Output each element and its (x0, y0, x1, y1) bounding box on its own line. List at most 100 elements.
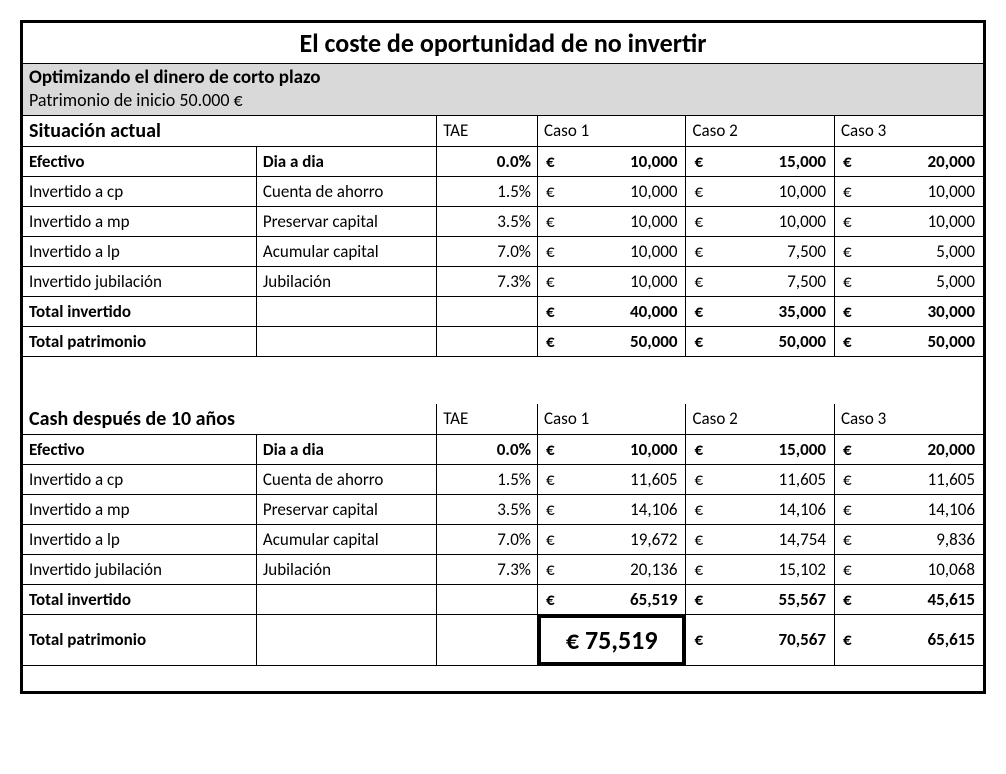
cell-value: €7,500 (686, 236, 835, 266)
row-category: Invertido jubilación (23, 554, 256, 584)
row-category: Efectivo (23, 434, 256, 464)
cell-value: €10,000 (686, 206, 835, 236)
col-case3-label: Caso 3 (834, 116, 983, 146)
cell-value: €15,102 (686, 554, 835, 584)
table-row: Invertido a mpPreservar capital3.5%€14,1… (23, 494, 983, 524)
table-row: EfectivoDia a dia0.0%€10,000€15,000€20,0… (23, 146, 983, 176)
footer-spacer (23, 665, 983, 691)
cell-case3: €65,615 (834, 614, 983, 665)
cell-value: €10,000 (537, 266, 686, 296)
subtitle-line-2: Patrimonio de inicio 50.000 € (29, 89, 977, 111)
cell-case1-highlight: € 75,519 (537, 614, 686, 665)
cell-value: €35,000 (686, 296, 835, 326)
table-row: Invertido a lpAcumular capital7.0%€19,67… (23, 524, 983, 554)
table-row: Total patrimonio€50,000€50,000€50,000 (23, 326, 983, 356)
cell-value: €20,000 (834, 434, 983, 464)
row-tae (437, 584, 538, 614)
subtitle-block: Optimizando el dinero de corto plazo Pat… (23, 64, 983, 116)
col-case3-label-2: Caso 3 (834, 404, 983, 434)
row-category: Total invertido (23, 296, 256, 326)
table-row: Total invertido €40,000€35,000€30,000 (23, 296, 983, 326)
cell-value: €10,000 (537, 434, 686, 464)
cell-value: €20,000 (834, 146, 983, 176)
row-tae: 7.0% (437, 236, 538, 266)
table-row: Invertido a cpCuenta de ahorro1.5%€10,00… (23, 176, 983, 206)
cell-value: €10,068 (834, 554, 983, 584)
row-tae: 0.0% (437, 434, 538, 464)
cell-case2: €55,567 (686, 584, 835, 614)
col-case1-label: Caso 1 (537, 116, 686, 146)
row-desc: Cuenta de ahorro (256, 176, 436, 206)
cell-value: €20,136 (537, 554, 686, 584)
col-case2-label: Caso 2 (686, 116, 835, 146)
table-row: Invertido a mpPreservar capital3.5% €10,0… (23, 206, 983, 236)
title: El coste de oportunidad de no invertir (23, 23, 983, 64)
row-category: Total patrimonio (23, 614, 256, 665)
cell-value: €50,000 (537, 326, 686, 356)
cell-value: €10,000 (537, 146, 686, 176)
cell-value: €40,000 (537, 296, 686, 326)
row-tae: 0.0% (437, 146, 538, 176)
row-desc: Acumular capital (256, 524, 436, 554)
row-tae (437, 296, 538, 326)
cell-value: €11,605 (686, 464, 835, 494)
row-desc: Dia a dia (256, 434, 436, 464)
table-row: Invertido jubilaciónJubilación7.3%€20,13… (23, 554, 983, 584)
row-tae: 7.3% (437, 554, 538, 584)
table-container: El coste de oportunidad de no invertir O… (20, 20, 986, 694)
row-tae: 1.5% (437, 176, 538, 206)
cell-value: €11,605 (834, 464, 983, 494)
row-tae: 1.5% (437, 464, 538, 494)
row-desc: Preservar capital (256, 206, 436, 236)
row-desc: Jubilación (256, 554, 436, 584)
cell-value: €50,000 (686, 326, 835, 356)
row-category: Invertido a mp (23, 494, 256, 524)
table-row: Invertido a cpCuenta de ahorro1.5%€11,60… (23, 464, 983, 494)
row-tae: 3.5% (437, 494, 538, 524)
cell-value: €5,000 (834, 236, 983, 266)
cell-value: €14,106 (537, 494, 686, 524)
cell-value: €10,000 (686, 176, 835, 206)
table-row: Total invertido €65,519 €55,567 €45,615 (23, 584, 983, 614)
section1-heading: Situación actual (23, 116, 437, 146)
cell-case3: €45,615 (834, 584, 983, 614)
section2-heading: Cash después de 10 años (23, 404, 437, 434)
row-category: Invertido a mp (23, 206, 256, 236)
cell-value: €30,000 (834, 296, 983, 326)
row-category: Invertido a lp (23, 236, 256, 266)
cell-value: €9,836 (834, 524, 983, 554)
row-tae: 7.3% (437, 266, 538, 296)
cell-value: €15,000 (686, 434, 835, 464)
section2-header-row: Cash después de 10 años TAE Caso 1 Caso … (23, 404, 983, 434)
table-row: Invertido jubilaciónJubilación7.3%€10,00… (23, 266, 983, 296)
cell-value: €11,605 (537, 464, 686, 494)
cell-value: €19,672 (537, 524, 686, 554)
row-tae (437, 614, 538, 665)
row-desc: Preservar capital (256, 494, 436, 524)
cell-value: €10,000 (537, 176, 686, 206)
row-tae: 3.5% (437, 206, 538, 236)
cell-value: €10,000 (834, 176, 983, 206)
row-category: Invertido a lp (23, 524, 256, 554)
row-tae: 7.0% (437, 524, 538, 554)
cell-value: €14,106 (686, 494, 835, 524)
table-row-final: Total patrimonio € 75,519 €70,567 €65,61… (23, 614, 983, 665)
cell-value: €10,000 (537, 236, 686, 266)
col-case1-label-2: Caso 1 (537, 404, 686, 434)
cell-value: €5,000 (834, 266, 983, 296)
row-desc: Cuenta de ahorro (256, 464, 436, 494)
cell-value: €15,000 (686, 146, 835, 176)
row-category: Invertido a cp (23, 176, 256, 206)
col-tae-label-2: TAE (437, 404, 538, 434)
row-category: Invertido a cp (23, 464, 256, 494)
highlight-value: € 75,519 (538, 615, 686, 665)
col-case2-label-2: Caso 2 (686, 404, 835, 434)
cell-case2: €70,567 (686, 614, 835, 665)
cell-case1: €65,519 (537, 584, 686, 614)
table-row: EfectivoDia a dia0.0%€10,000€15,000€20,0… (23, 434, 983, 464)
row-desc: Jubilación (256, 266, 436, 296)
row-desc (256, 584, 436, 614)
spacer-row (23, 356, 983, 404)
row-category: Efectivo (23, 146, 256, 176)
row-category: Total invertido (23, 584, 256, 614)
